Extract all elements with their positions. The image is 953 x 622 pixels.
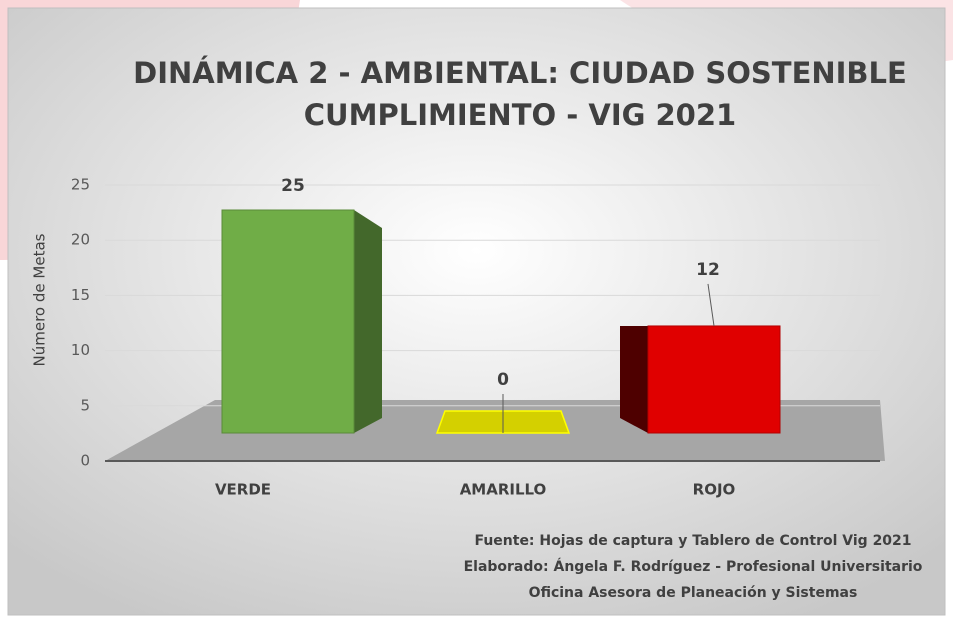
chart-title: CUMPLIMIENTO - VIG 2021 bbox=[304, 98, 736, 132]
x-tick-label: ROJO bbox=[693, 481, 736, 499]
y-axis-label: Número de Metas bbox=[31, 233, 49, 366]
bar-side bbox=[620, 325, 648, 433]
data-label: 0 bbox=[497, 370, 509, 390]
data-label: 12 bbox=[696, 260, 720, 280]
y-tick-label: 0 bbox=[80, 452, 90, 470]
y-tick-label: 20 bbox=[71, 231, 90, 249]
note: Fuente: Hojas de captura y Tablero de Co… bbox=[474, 533, 911, 549]
bar bbox=[647, 325, 781, 434]
note: Oficina Asesora de Planeación y Sistemas bbox=[529, 585, 858, 601]
y-tick-label: 5 bbox=[80, 396, 90, 414]
data-label: 25 bbox=[281, 176, 305, 196]
y-tick-label: 25 bbox=[71, 176, 90, 194]
note: Elaborado: Ángela F. Rodríguez - Profesi… bbox=[464, 558, 923, 575]
chart-title: DINÁMICA 2 - AMBIENTAL: CIUDAD SOSTENIBL… bbox=[133, 56, 907, 90]
y-tick-label: 15 bbox=[71, 286, 90, 304]
leader-line bbox=[707, 283, 715, 327]
plot-background bbox=[7, 7, 946, 616]
x-tick-label: AMARILLO bbox=[460, 481, 547, 499]
bar bbox=[221, 209, 355, 434]
x-tick-label: VERDE bbox=[215, 481, 271, 499]
bar-side bbox=[354, 210, 382, 433]
y-tick-label: 10 bbox=[71, 341, 90, 359]
